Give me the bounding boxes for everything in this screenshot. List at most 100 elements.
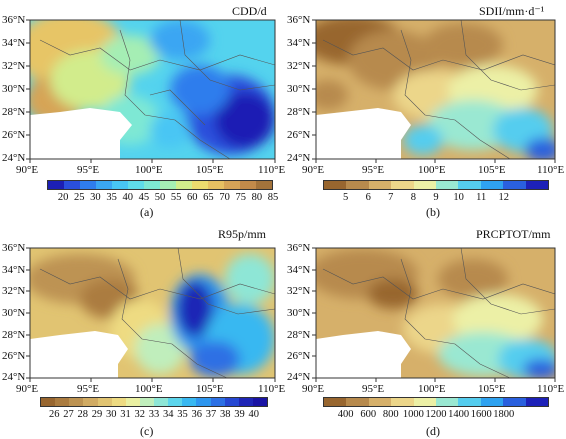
colorbar (40, 397, 268, 407)
colorbar-segment (413, 398, 437, 406)
colorbar-tick-label: 5 (342, 192, 349, 203)
panel-title: SDII/mm·d⁻¹ (479, 4, 545, 18)
colorbar-segment (458, 398, 481, 406)
lon-label: 100°E (418, 383, 446, 395)
colorbar-tick-label: 8 (410, 192, 417, 203)
colorbar-tick-label: 85 (267, 192, 279, 203)
colorbar-segment (139, 398, 154, 406)
lon-label: 95°E (77, 383, 100, 395)
colorbar-segment (436, 181, 459, 189)
colorbar-segment (525, 181, 549, 189)
lat-label: 36°N (2, 14, 26, 26)
lat-label: 24°N (287, 371, 311, 383)
colorbar-tick-label: 55 (170, 192, 182, 203)
colorbar-segment (160, 181, 176, 189)
colorbar-segment (154, 398, 169, 406)
colorbar-segment (80, 181, 96, 189)
lon-label: 100°E (135, 164, 163, 176)
colorbar-segment (458, 181, 481, 189)
colorbar-tick-label: 36 (191, 409, 203, 420)
colorbar-segment (346, 398, 369, 406)
map-cdd (26, 19, 276, 163)
lat-label: 34°N (2, 37, 26, 49)
lon-label: 105°E (196, 383, 224, 395)
colorbar-tick-label: 31 (120, 409, 131, 420)
colorbar-tick-label: 6 (365, 192, 371, 203)
colorbar-tick-label: 29 (91, 409, 103, 420)
lat-label: 28°N (287, 106, 311, 118)
lon-label: 105°E (478, 164, 506, 176)
colorbar-tick-label: 1200 (425, 409, 447, 420)
colorbar-segment (368, 181, 392, 189)
colorbar-ticks: 5 6 7 8 9 10 11 12 (323, 192, 549, 204)
colorbar-segment (346, 181, 369, 189)
colorbar (47, 180, 273, 190)
colorbar-tick-label: 37 (205, 409, 217, 420)
colorbar-tick-label: 70 (219, 192, 230, 203)
colorbar-tick-label: 1600 (470, 409, 492, 420)
lat-label: 36°N (287, 14, 311, 26)
lon-label: 110°E (537, 383, 565, 395)
panel-a: CDD/d (0, 0, 286, 219)
colorbar (323, 180, 549, 190)
lon-label: 110°E (258, 164, 286, 176)
lat-label: 30°N (287, 83, 311, 95)
colorbar-segment (48, 181, 64, 189)
colorbar-segment (111, 398, 126, 406)
colorbar-tick-label: 12 (498, 192, 510, 203)
colorbar-ticks: 26 27 28 29 30 31 32 33 34 35 36 37 38 39 40 (40, 409, 268, 421)
colorbar-tick-label: 80 (251, 192, 263, 203)
colorbar-segment (324, 181, 347, 189)
map-r95p (26, 247, 276, 382)
panel-title: PRCPTOT/mm (476, 227, 551, 241)
lon-label: 90°E (16, 164, 39, 176)
colorbar-tick-label: 50 (154, 192, 166, 203)
lat-label: 32°N (2, 285, 26, 297)
colorbar-segment (112, 181, 128, 189)
colorbar-segment (83, 398, 98, 406)
lat-label: 32°N (2, 60, 26, 72)
lon-label: 95°E (77, 164, 100, 176)
caption-a: (a) (140, 205, 154, 219)
colorbar-tick-label: 34 (163, 409, 174, 420)
colorbar-segment (224, 181, 240, 189)
colorbar-tick-label: 65 (203, 192, 214, 203)
lat-label: 26°N (2, 350, 26, 362)
colorbar-tick-label: 28 (77, 409, 89, 420)
colorbar-segment (480, 181, 504, 189)
colorbar-tick-label: 20 (57, 192, 69, 203)
colorbar-ticks: 20 25 30 35 40 45 50 55 60 65 70 75 80 85 (47, 192, 278, 204)
lon-label: 105°E (196, 164, 224, 176)
caption-d: (d) (426, 424, 440, 438)
colorbar-segment (176, 181, 192, 189)
lat-label: 32°N (287, 285, 311, 297)
colorbar-tick-label: 27 (63, 409, 74, 420)
panel-b: SDII/mm·d⁻¹ (283, 0, 566, 219)
lat-label: 36°N (287, 242, 311, 254)
panel-d: PRCPTOT/mm (283, 219, 566, 438)
colorbar-tick-label: 9 (433, 192, 439, 203)
lon-label: 90°E (16, 383, 39, 395)
colorbar-segment (64, 181, 80, 189)
colorbar-tick-label: 40 (248, 409, 260, 420)
colorbar-tick-label: 800 (382, 409, 399, 420)
colorbar-segment (436, 398, 459, 406)
colorbar-segment (525, 398, 549, 406)
colorbar-segment (480, 398, 504, 406)
lat-label: 28°N (287, 329, 311, 341)
colorbar-segment (368, 398, 392, 406)
lat-label: 24°N (2, 371, 26, 383)
colorbar-tick-label: 75 (235, 192, 246, 203)
lat-label: 28°N (2, 106, 26, 118)
colorbar-segment (240, 181, 256, 189)
colorbar-segment (182, 398, 197, 406)
colorbar-segment (238, 398, 253, 406)
colorbar-tick-label: 33 (148, 409, 160, 420)
colorbar-segment (324, 398, 347, 406)
panel-title: R95p/mm (218, 227, 267, 241)
colorbar-tick-label: 11 (476, 192, 487, 203)
colorbar-tick-label: 1800 (493, 409, 515, 420)
colorbar-tick-label: 45 (138, 192, 150, 203)
lon-label: 90°E (302, 164, 325, 176)
colorbar-segment (413, 181, 437, 189)
